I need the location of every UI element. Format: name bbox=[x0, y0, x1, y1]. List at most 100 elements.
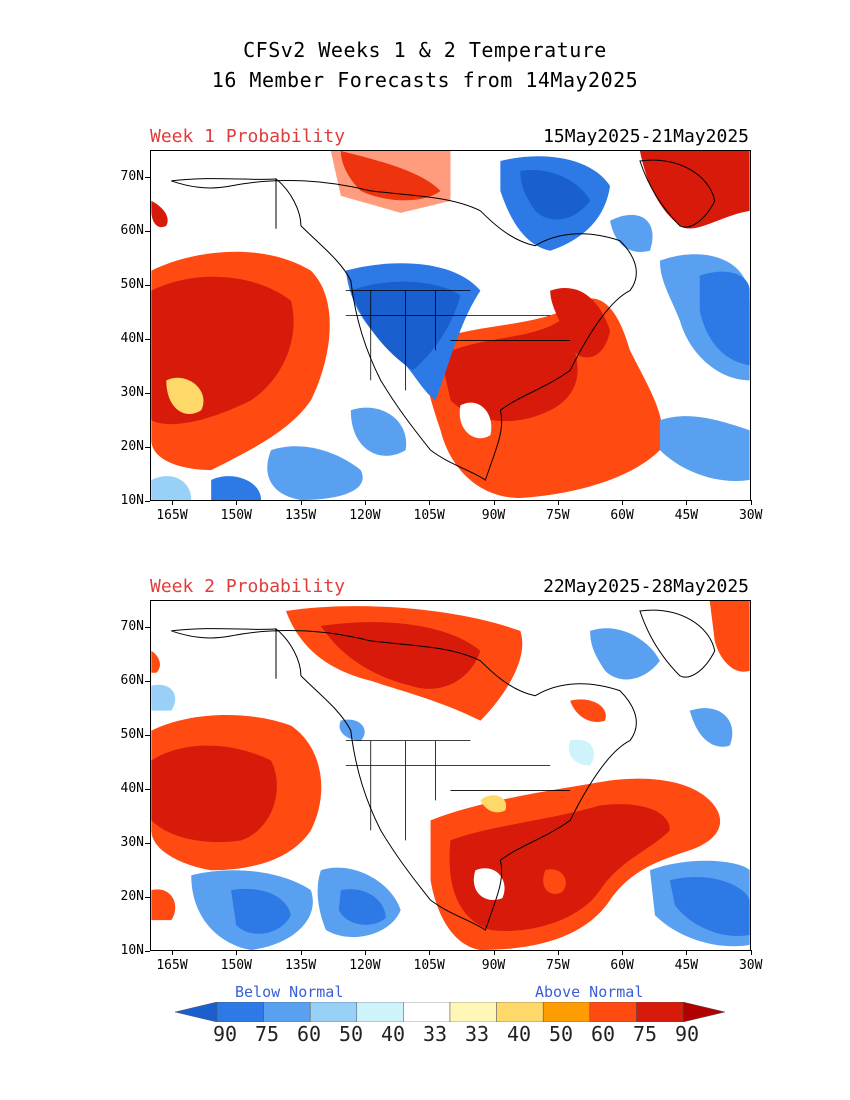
lon-tick-mark bbox=[300, 500, 302, 505]
lat-tick-label: 40N bbox=[120, 781, 144, 796]
legend-value: 60 bbox=[590, 1022, 616, 1046]
lon-tick-mark bbox=[429, 950, 431, 955]
lon-tick-label: 105W bbox=[413, 508, 445, 523]
legend-value: 90 bbox=[674, 1022, 700, 1046]
lon-tick-label: 135W bbox=[284, 958, 317, 973]
legend-swatch bbox=[589, 1002, 637, 1022]
lat-tick-label: 50N bbox=[120, 277, 144, 292]
chart-subtitle: 16 Member Forecasts from 14May2025 bbox=[211, 68, 639, 92]
lon-tick-label: 150W bbox=[220, 958, 252, 973]
legend-below-label: Below Normal bbox=[235, 983, 344, 1001]
lat-tick-label: 40N bbox=[120, 331, 144, 346]
lon-tick-mark bbox=[750, 950, 752, 955]
lon-tick-label: 75W bbox=[546, 958, 570, 973]
lon-tick-label: 30W bbox=[738, 958, 763, 973]
legend-swatch bbox=[356, 1002, 404, 1022]
legend-value: 33 bbox=[464, 1022, 490, 1046]
legend-swatch bbox=[175, 1002, 218, 1022]
lon-tick-mark bbox=[557, 950, 559, 955]
week2-label: Week 2 Probability bbox=[150, 576, 346, 597]
lat-tick-label: 10N bbox=[120, 493, 144, 508]
week2-map-graphic bbox=[151, 601, 750, 950]
legend-swatch bbox=[403, 1002, 451, 1022]
lat-tick-mark bbox=[145, 735, 150, 736]
legend-swatch bbox=[542, 1002, 591, 1022]
lat-tick-mark bbox=[145, 447, 150, 448]
lat-tick-label: 20N bbox=[120, 889, 144, 904]
week2-date-range: 22May2025-28May2025 bbox=[543, 576, 749, 597]
lon-tick-mark bbox=[172, 950, 173, 955]
lon-tick-mark bbox=[300, 950, 302, 955]
legend-above-label: Above Normal bbox=[535, 983, 644, 1001]
lon-tick-mark bbox=[236, 500, 238, 505]
lon-tick-label: 165W bbox=[156, 508, 188, 523]
lat-tick-mark bbox=[145, 177, 150, 178]
lat-tick-mark bbox=[145, 501, 150, 502]
legend-value: 40 bbox=[380, 1022, 406, 1046]
lon-tick-mark bbox=[364, 500, 366, 505]
lat-tick-mark bbox=[145, 285, 150, 286]
legend-value: 50 bbox=[338, 1022, 364, 1046]
lon-tick-mark bbox=[557, 500, 559, 505]
lon-tick-label: 165W bbox=[156, 958, 188, 973]
legend-value: 75 bbox=[632, 1022, 658, 1046]
lat-tick-label: 30N bbox=[120, 835, 144, 850]
legend-swatch bbox=[496, 1002, 544, 1022]
legend-value: 50 bbox=[548, 1022, 574, 1046]
lat-tick-mark bbox=[145, 789, 150, 790]
legend-swatch bbox=[263, 1002, 311, 1022]
lon-tick-mark bbox=[622, 500, 624, 505]
legend-value: 33 bbox=[422, 1022, 448, 1046]
lat-tick-mark bbox=[145, 843, 150, 844]
legend-color-bar bbox=[175, 1002, 725, 1022]
legend-swatch bbox=[682, 1002, 725, 1022]
lat-tick-mark bbox=[145, 231, 150, 232]
lon-tick-label: 60W bbox=[610, 958, 634, 973]
lon-tick-mark bbox=[429, 500, 431, 505]
lon-tick-mark bbox=[172, 500, 173, 505]
lon-tick-label: 90W bbox=[481, 508, 506, 523]
lat-tick-mark bbox=[145, 681, 150, 682]
legend-swatch bbox=[216, 1002, 264, 1022]
lon-tick-label: 120W bbox=[349, 958, 381, 973]
week2-map bbox=[150, 600, 751, 951]
lat-tick-mark bbox=[145, 627, 150, 628]
legend-value: 90 bbox=[212, 1022, 238, 1046]
lon-tick-mark bbox=[750, 500, 752, 505]
lon-tick-label: 45W bbox=[674, 508, 699, 523]
lat-tick-label: 30N bbox=[120, 385, 144, 400]
lat-tick-label: 70N bbox=[120, 619, 144, 634]
lon-tick-mark bbox=[493, 950, 495, 955]
lat-tick-mark bbox=[145, 951, 150, 952]
lon-tick-label: 30W bbox=[738, 508, 763, 523]
lat-tick-mark bbox=[145, 393, 150, 394]
lat-tick-label: 60N bbox=[120, 223, 144, 238]
lon-tick-label: 120W bbox=[349, 508, 381, 523]
lon-tick-label: 45W bbox=[674, 958, 699, 973]
lon-tick-label: 60W bbox=[610, 508, 634, 523]
lat-tick-label: 20N bbox=[120, 439, 144, 454]
legend-value: 75 bbox=[254, 1022, 280, 1046]
lon-tick-mark bbox=[686, 500, 688, 505]
week1-date-range: 15May2025-21May2025 bbox=[543, 126, 749, 147]
legend-swatch bbox=[636, 1002, 684, 1022]
lon-tick-mark bbox=[622, 950, 624, 955]
week1-label: Week 1 Probability bbox=[150, 126, 346, 147]
lon-tick-label: 90W bbox=[481, 958, 506, 973]
legend-value: 40 bbox=[506, 1022, 532, 1046]
week1-map bbox=[150, 150, 751, 501]
lon-tick-mark bbox=[493, 500, 495, 505]
lon-tick-mark bbox=[364, 950, 366, 955]
legend-swatch bbox=[449, 1002, 497, 1022]
lat-tick-label: 10N bbox=[120, 943, 144, 958]
lat-tick-label: 70N bbox=[120, 169, 144, 184]
lon-tick-label: 150W bbox=[220, 508, 252, 523]
chart-title: CFSv2 Weeks 1 & 2 Temperature bbox=[243, 38, 607, 62]
lon-tick-label: 135W bbox=[284, 508, 317, 523]
lon-tick-label: 105W bbox=[413, 958, 445, 973]
lat-tick-label: 50N bbox=[120, 727, 144, 742]
week1-map-graphic bbox=[151, 151, 750, 500]
lon-tick-mark bbox=[236, 950, 238, 955]
lat-tick-mark bbox=[145, 339, 150, 340]
legend-swatch bbox=[309, 1002, 358, 1022]
